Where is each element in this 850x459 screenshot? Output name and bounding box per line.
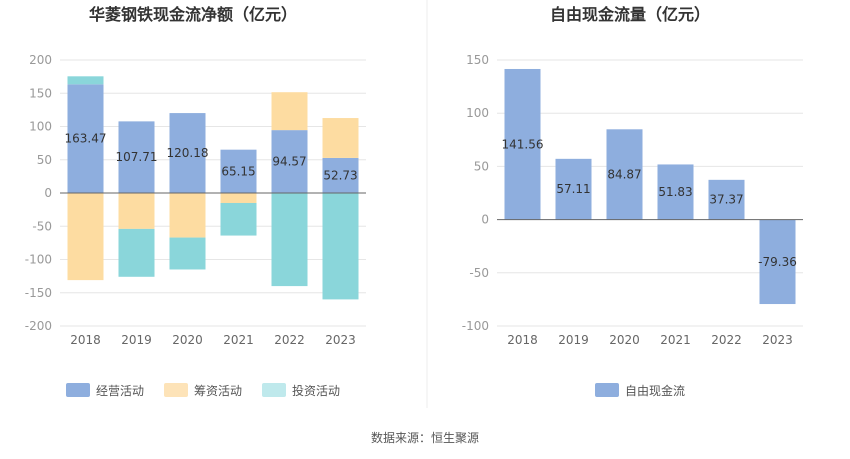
chart1-data-label: 163.47 (65, 132, 107, 146)
chart1-x-tick-label: 2020 (172, 333, 203, 347)
chart1-bar-3 (271, 193, 308, 287)
chart2-y-tick-label: 0 (481, 213, 489, 227)
chart1-data-label: 94.57 (272, 155, 306, 169)
chart2-title: 自由现金流量（亿元） (550, 5, 710, 24)
chart1-x-tick-label: 2021 (223, 333, 254, 347)
chart2-data-label: 84.87 (607, 167, 641, 181)
chart1-bar-2 (220, 193, 257, 203)
chart1-bar-3 (220, 202, 257, 236)
chart1-x-tick-label: 2018 (70, 333, 101, 347)
chart1-bar-1 (118, 121, 155, 193)
chart1-y-tick-label: 0 (44, 186, 52, 200)
chart2-data-label: 57.11 (556, 182, 590, 196)
chart2-bar-1 (759, 219, 796, 305)
chart1-data-label: 120.18 (167, 146, 209, 160)
chart1-data-label: 52.73 (323, 168, 357, 182)
chart2-y-tick-label: 100 (466, 106, 489, 120)
chart1-legend-label: 投资活动 (292, 383, 340, 398)
chart1-bar-1 (271, 130, 308, 193)
chart2-bar-1 (555, 158, 592, 220)
chart1-bar-2 (67, 193, 104, 281)
chart2-data-label: 37.37 (709, 193, 743, 207)
chart2-data-label: 141.56 (502, 137, 544, 151)
chart2-x-tick-label: 2021 (660, 333, 691, 347)
chart1-bar-1 (220, 149, 257, 193)
chart2-legend-label: 自由现金流 (625, 383, 685, 398)
chart1-bar-1 (169, 113, 206, 193)
chart1-bar-1 (322, 157, 359, 193)
chart1-y-tick-label: -100 (25, 253, 52, 267)
chart1-y-tick-label: 50 (37, 153, 52, 167)
chart2-bar-1 (606, 129, 643, 220)
chart1-bar-3 (169, 237, 206, 270)
chart1-legend-label: 筹资活动 (194, 384, 242, 398)
chart1-y-tick-label: -50 (32, 219, 52, 233)
chart1-bar-3 (322, 193, 359, 300)
chart2-x-tick-label: 2020 (609, 333, 640, 347)
chart1-bar-2 (118, 193, 155, 229)
chart1-x-tick-label: 2022 (274, 333, 305, 347)
chart1-y-tick-label: 100 (29, 120, 52, 134)
chart1-y-tick-label: 200 (29, 53, 52, 67)
chart1-legend-swatch (262, 383, 286, 397)
chart1-data-label: 65.15 (221, 164, 255, 178)
chart2-x-tick-label: 2018 (507, 333, 538, 347)
chart1-legend-swatch (66, 383, 90, 397)
chart2-y-tick-label: 50 (474, 159, 489, 173)
chart1-data-label: 107.71 (116, 150, 158, 164)
chart1-legend-label: 经营活动 (96, 384, 144, 398)
chart1-y-tick-label: 150 (29, 86, 52, 100)
chart1-bar-2 (271, 92, 308, 131)
chart1-x-tick-label: 2019 (121, 333, 152, 347)
chart2-data-label: 51.83 (658, 185, 692, 199)
chart2-x-tick-label: 2022 (711, 333, 742, 347)
chart2-bar-1 (708, 179, 745, 220)
data-source-note: 数据来源：恒生聚源 (371, 430, 479, 445)
chart1-bar-2 (169, 193, 206, 238)
chart1-legend-swatch (164, 383, 188, 397)
chart2-y-tick-label: -50 (469, 266, 489, 280)
chart2-bar-1 (504, 68, 541, 220)
chart1-y-tick-label: -200 (25, 319, 52, 333)
chart2-y-tick-label: -100 (462, 319, 489, 333)
chart1-bar-1 (67, 84, 104, 193)
chart1-title: 华菱钢铁现金流净额（亿元） (89, 5, 297, 24)
chart1-x-tick-label: 2023 (325, 333, 356, 347)
chart1-bar-2 (322, 118, 359, 158)
chart2-legend-swatch (595, 383, 619, 397)
chart2-x-tick-label: 2019 (558, 333, 589, 347)
chart2-y-tick-label: 150 (466, 53, 489, 67)
chart2-bar-1 (657, 164, 694, 220)
chart1-bar-3 (67, 76, 104, 85)
chart2-data-label: -79.36 (758, 255, 797, 269)
chart2-x-tick-label: 2023 (762, 333, 793, 347)
chart1-y-tick-label: -150 (25, 286, 52, 300)
chart1-bar-3 (118, 228, 155, 277)
